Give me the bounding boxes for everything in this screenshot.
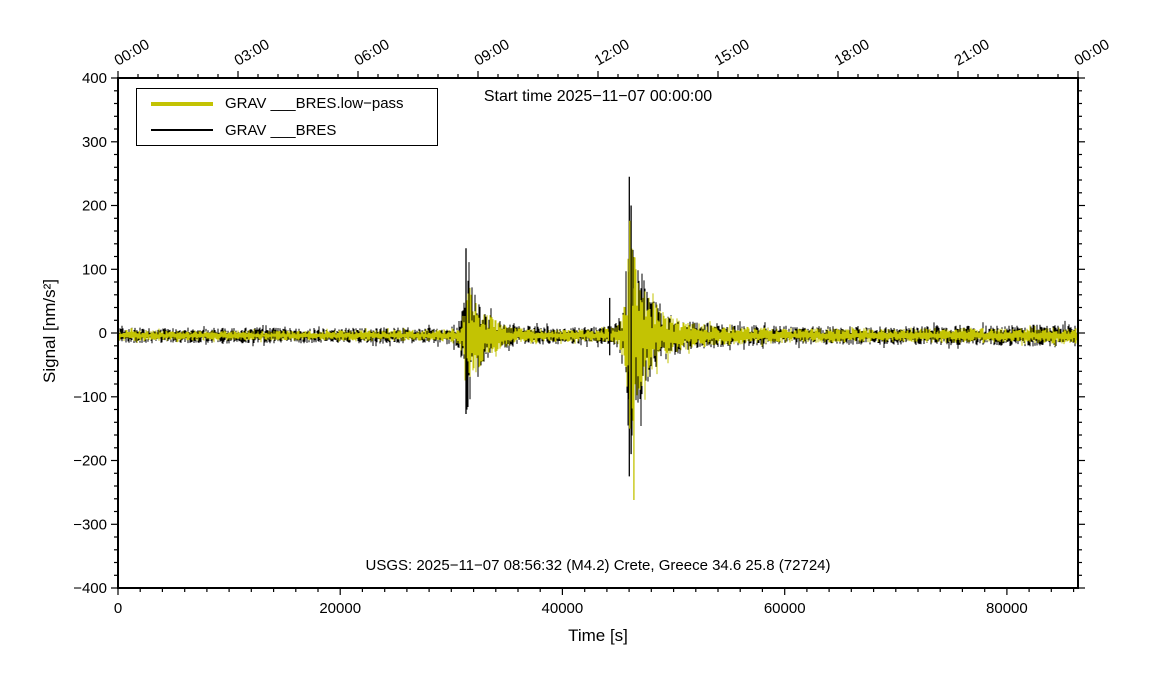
y-tick-label: −200: [73, 453, 107, 470]
top-time-tick-label: 00:00: [112, 36, 153, 69]
y-tick-label: 200: [82, 198, 107, 215]
raw-line-swatch: [151, 129, 213, 132]
x-tick-label: 20000: [319, 600, 361, 617]
waveform-raw: [117, 243, 1079, 445]
y-tick-label: −300: [73, 516, 107, 533]
y-axis-label: Signal [nm/s²]: [40, 279, 59, 383]
top-time-tick-label: 18:00: [832, 36, 873, 69]
y-tick-label: 300: [82, 134, 107, 151]
lowpass-line-swatch: [151, 101, 213, 106]
top-time-tick-label: 21:00: [952, 36, 993, 69]
legend-item-lowpass: GRAV ___BRES.low−pass: [137, 92, 437, 116]
legend-label-lowpass: GRAV ___BRES.low−pass: [225, 95, 404, 113]
waveform-lowpass: [117, 248, 1079, 421]
top-time-tick-label: 09:00: [472, 36, 513, 69]
y-tick-label: 0: [99, 325, 107, 342]
x-axis-label: Time [s]: [568, 626, 628, 645]
plot-title: Start time 2025−11−07 00:00:00: [483, 88, 713, 105]
plot-frame: [117, 77, 1079, 589]
x-tick-label: 40000: [542, 600, 584, 617]
top-time-tick-label: 00:00: [1072, 36, 1113, 69]
y-tick-label: −100: [73, 389, 107, 406]
y-tick-label: 100: [82, 261, 107, 278]
legend-label-raw: GRAV ___BRES: [225, 121, 337, 139]
usgs-event-annotation: USGS: 2025−11−07 08:56:32 (M4.2) Crete, …: [365, 557, 831, 574]
top-time-tick-label: 03:00: [232, 36, 273, 69]
top-time-tick-label: 15:00: [712, 36, 753, 69]
top-time-tick-label: 12:00: [592, 36, 633, 69]
x-tick-label: 80000: [986, 600, 1028, 617]
legend: GRAV ___BRES.low−pass GRAV ___BRES: [136, 88, 438, 146]
y-tick-label: −400: [73, 580, 107, 597]
legend-item-raw: GRAV ___BRES: [137, 118, 437, 142]
x-tick-label: 0: [114, 600, 122, 617]
x-tick-label: 60000: [764, 600, 806, 617]
top-time-tick-label: 06:00: [352, 36, 393, 69]
y-tick-label: 400: [82, 70, 107, 87]
